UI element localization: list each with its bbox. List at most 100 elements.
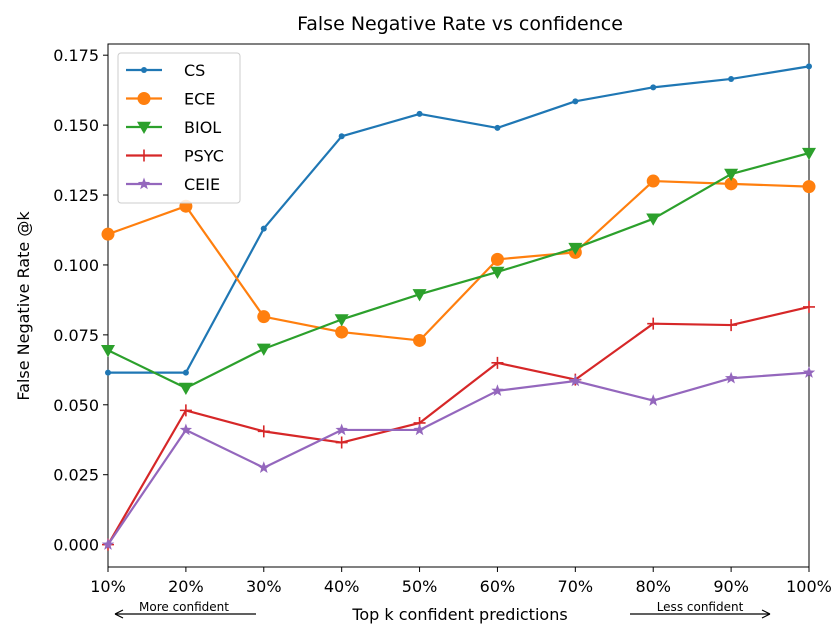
data-point-psyc (257, 425, 270, 438)
data-point-ceie (257, 461, 270, 473)
y-tick-label: 0.075 (53, 326, 99, 345)
data-point-biol (490, 266, 505, 279)
more-confident-label: More confident (139, 600, 229, 614)
legend-item-biol: BIOL (126, 118, 221, 137)
data-point-biol (568, 242, 583, 256)
data-point-psyc (725, 319, 738, 332)
series-line-ece (107, 179, 810, 342)
y-tick-label: 0.125 (53, 186, 99, 205)
data-point-cs (105, 369, 111, 376)
data-point-cs (338, 133, 345, 140)
x-tick-label: 40% (324, 577, 360, 596)
x-tick-label: 20% (168, 577, 204, 596)
legend-item-ceie: CEIE (126, 175, 220, 194)
data-point-ceie (802, 366, 816, 378)
series-line-cs (108, 65, 810, 374)
y-tick-label: 0.000 (53, 536, 99, 555)
y-tick-label: 0.100 (53, 256, 99, 275)
legend: CS ECE BIOL PSYC CEIE (117, 52, 241, 204)
legend-marker (138, 149, 150, 162)
legend-label: PSYC (184, 147, 224, 166)
legend-item-cs: CS (126, 61, 205, 80)
data-point-ece (335, 325, 349, 339)
x-tick-label: 50% (402, 577, 438, 596)
data-point-ceie (569, 374, 582, 387)
data-point-cs (572, 98, 579, 105)
x-tick-label: 60% (480, 577, 516, 596)
data-point-psyc (803, 300, 815, 313)
y-tick-label: 0.150 (53, 116, 99, 135)
chart-title: False Negative Rate vs confidence (297, 13, 623, 35)
less-confident-label: Less confident (657, 600, 744, 614)
legend-label: CEIE (184, 175, 220, 194)
data-point-ece (257, 310, 271, 324)
data-point-psyc (179, 404, 192, 417)
data-point-biol (412, 289, 427, 302)
legend-marker (137, 92, 151, 105)
data-point-biol (646, 213, 661, 226)
data-point-ceie (724, 371, 738, 384)
y-tick-label: 0.025 (53, 466, 99, 485)
data-point-ece (413, 333, 427, 347)
legend-marker (137, 177, 151, 190)
data-point-biol (178, 382, 193, 396)
data-point-ceie (101, 538, 115, 550)
data-point-cs (806, 63, 812, 70)
data-point-psyc (335, 436, 348, 449)
data-point-cs (650, 84, 657, 91)
more-confident-annotation: More confident (114, 600, 256, 619)
x-tick-label: 10% (90, 577, 126, 596)
series-cs (105, 63, 812, 376)
data-point-biol (256, 343, 271, 356)
legend-marker (141, 67, 147, 73)
y-axis: 0.000 0.025 0.050 0.075 0.100 0.125 0.150 0.175 (53, 46, 108, 555)
x-tick-label: 70% (558, 577, 594, 596)
data-point-biol (334, 314, 349, 327)
data-point-biol (101, 344, 115, 358)
y-axis-label: False Negative Rate @k (14, 211, 33, 401)
data-point-ceie (491, 384, 504, 397)
data-point-psyc (647, 317, 660, 330)
data-point-cs (728, 75, 735, 82)
x-axis: 10% 20% 30% 40% 50% 60% 70% 80% 90% 100% (90, 567, 831, 596)
x-tick-label: 30% (246, 577, 282, 596)
series-line-psyc (107, 305, 810, 546)
data-point-ceie (335, 423, 348, 436)
less-confident-annotation: Less confident (630, 600, 771, 619)
data-point-cs (416, 110, 423, 117)
data-point-ceie (179, 423, 193, 436)
data-point-biol (724, 168, 739, 182)
legend-label: CS (184, 61, 205, 80)
data-point-ece (646, 174, 660, 188)
y-tick-label: 0.175 (53, 46, 99, 65)
data-point-ece (490, 252, 504, 266)
series-psyc (102, 300, 815, 551)
x-axis-label: Top k confident predictions (351, 605, 567, 624)
x-tick-label: 80% (635, 577, 671, 596)
legend-box (117, 52, 241, 204)
data-point-cs (182, 369, 189, 376)
data-point-cs (494, 124, 501, 131)
data-point-ece (802, 180, 816, 194)
plot-area (101, 63, 816, 551)
legend-label: ECE (184, 90, 215, 109)
series-ceie (101, 366, 816, 550)
x-tick-label: 100% (786, 577, 831, 596)
legend-item-ece: ECE (126, 90, 215, 109)
data-point-ece (724, 177, 738, 191)
legend-item-psyc: PSYC (126, 147, 224, 166)
legend-label: BIOL (184, 118, 221, 137)
x-tick-label: 90% (713, 577, 749, 596)
left-arrow-icon (114, 609, 124, 619)
legend-marker (137, 121, 151, 134)
series-biol (101, 147, 816, 396)
data-point-cs (260, 225, 267, 232)
series-ece (101, 174, 816, 347)
series-line-biol (107, 152, 810, 390)
data-point-biol (802, 147, 816, 161)
data-point-ceie (647, 394, 660, 406)
y-tick-label: 0.050 (53, 396, 99, 415)
data-point-ece (101, 227, 115, 241)
data-point-ceie (413, 423, 426, 436)
